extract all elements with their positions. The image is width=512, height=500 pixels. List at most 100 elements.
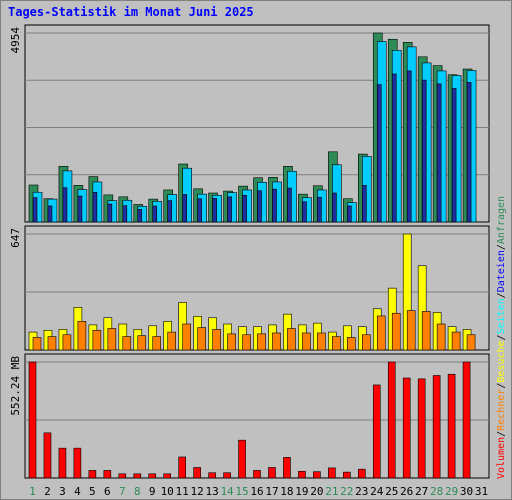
bar-rechner: [122, 336, 132, 351]
bar-seiten: [212, 198, 217, 223]
bar-seiten: [32, 197, 38, 223]
bar-rechner: [287, 328, 296, 351]
bar-rechner: [197, 327, 206, 351]
day-label: 12: [191, 485, 204, 498]
legend-item: Seiten: [496, 298, 507, 334]
day-label: 28: [430, 485, 443, 498]
bar-rechner: [436, 323, 446, 351]
bar-seiten: [421, 79, 427, 223]
bar-volumen: [283, 457, 291, 479]
bar-rechner: [376, 315, 386, 351]
chart-title: Tages-Statistik im Monat Juni 2025: [8, 5, 254, 19]
bar-rechner: [107, 328, 117, 351]
day-label: 27: [415, 485, 428, 498]
bar-volumen: [148, 473, 157, 479]
bar-volumen: [58, 447, 67, 479]
bar-seiten: [122, 205, 128, 223]
bar-volumen: [253, 470, 261, 479]
day-label: 29: [445, 485, 458, 498]
day-label: 7: [119, 485, 126, 498]
bar-seiten: [137, 209, 143, 223]
bar-volumen: [357, 468, 366, 479]
bar-rechner: [257, 333, 266, 351]
bar-rechner: [137, 335, 147, 351]
bar-volumen: [372, 384, 381, 479]
bar-seiten: [152, 205, 158, 223]
day-label: 1: [29, 485, 36, 498]
bar-rechner: [212, 329, 221, 351]
bar-rechner: [361, 334, 371, 351]
legend-item: /: [496, 292, 507, 298]
bar-volumen: [432, 375, 441, 479]
bar-rechner: [347, 337, 356, 351]
bar-seiten: [347, 205, 352, 223]
bar-volumen: [447, 373, 456, 479]
bar-seiten: [92, 191, 98, 223]
bar-seiten: [406, 70, 412, 223]
day-label: 2: [44, 485, 51, 498]
bar-rechner: [92, 329, 102, 351]
legend-item: Besuche: [496, 340, 507, 382]
day-label: 24: [370, 485, 384, 498]
bar-rechner: [77, 321, 87, 351]
bar-volumen: [178, 456, 186, 479]
bar-volumen: [43, 432, 52, 479]
day-label: 11: [176, 485, 189, 498]
bar-rechner: [47, 336, 57, 351]
legend-item: Anfragen: [496, 196, 507, 244]
day-label: 17: [265, 485, 278, 498]
bar-volumen: [133, 473, 142, 479]
bar-rechner: [272, 332, 281, 351]
bar-seiten: [376, 84, 382, 223]
bar-rechner: [332, 336, 341, 351]
bar-seiten: [107, 203, 113, 223]
bar-seiten: [272, 188, 277, 223]
y-max-label: 4954: [9, 27, 22, 54]
bar-seiten: [287, 187, 292, 223]
legend-item: /: [496, 383, 507, 389]
legend-item: /: [496, 244, 507, 250]
day-label: 25: [385, 485, 398, 498]
bar-rechner: [227, 333, 236, 351]
day-label: 20: [310, 485, 323, 498]
bar-volumen: [73, 447, 82, 479]
bar-seiten: [466, 82, 472, 223]
day-label: 10: [161, 485, 174, 498]
bar-volumen: [268, 467, 276, 479]
bar-seiten: [47, 205, 53, 223]
bar-volumen: [328, 467, 336, 479]
day-label: 3: [59, 485, 66, 498]
legend-item: /: [496, 334, 507, 340]
bar-seiten: [436, 83, 442, 223]
day-label: 19: [295, 485, 308, 498]
bar-seiten: [227, 196, 232, 223]
day-label: 14: [220, 485, 234, 498]
bar-seiten: [361, 185, 367, 223]
bar-rechner: [302, 332, 311, 351]
bar-seiten: [167, 200, 173, 223]
day-label: 16: [250, 485, 263, 498]
bar-rechner: [421, 311, 431, 351]
day-label: 30: [460, 485, 473, 498]
day-label: 15: [235, 485, 248, 498]
bar-volumen: [88, 470, 97, 479]
legend-item: Rechner: [496, 389, 507, 431]
bar-volumen: [387, 361, 396, 479]
bar-volumen: [402, 377, 411, 479]
bar-rechner: [406, 310, 416, 351]
day-label: 21: [325, 485, 338, 498]
bar-seiten: [317, 196, 322, 223]
bar-seiten: [77, 195, 83, 223]
legend-item: Dateien: [496, 250, 507, 292]
bar-seiten: [332, 192, 337, 223]
legend-item: Volumen: [496, 437, 507, 479]
day-label: 5: [89, 485, 96, 498]
bar-seiten: [257, 190, 262, 223]
bar-volumen: [193, 467, 201, 479]
day-label: 18: [280, 485, 293, 498]
bar-seiten: [182, 194, 187, 223]
day-label: 26: [400, 485, 413, 498]
bar-volumen: [118, 473, 127, 479]
bar-volumen: [28, 361, 37, 479]
